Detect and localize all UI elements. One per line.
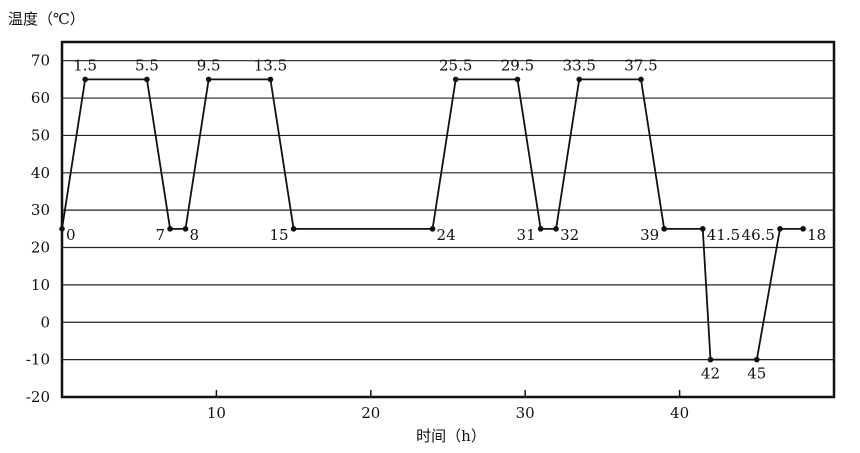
point-label: 7 <box>156 226 166 244</box>
data-point <box>754 356 760 363</box>
y-tick-label: 50 <box>31 126 50 144</box>
data-point <box>661 226 667 232</box>
data-points <box>59 76 806 363</box>
point-label: 29.5 <box>501 56 534 74</box>
data-point <box>576 76 583 83</box>
series-polyline <box>61 78 804 361</box>
point-label: 39 <box>640 226 659 244</box>
point-label: 31 <box>517 226 536 244</box>
point-label: 0 <box>66 226 76 244</box>
data-point <box>290 226 297 232</box>
data-point <box>537 226 544 232</box>
point-label: 9.5 <box>197 56 221 74</box>
y-tick-label: -10 <box>26 351 50 369</box>
point-labels: 0 1.5 5.5 7 8 9.5 13.5 15 24 25.5 29.5 31 32 33.5 37.5… <box>66 56 826 382</box>
series-line <box>61 78 804 361</box>
data-point <box>800 226 806 232</box>
x-tick-label: 30 <box>516 404 535 422</box>
point-label: 32 <box>560 226 579 244</box>
point-label: 18 <box>807 226 826 244</box>
x-tick-label: 10 <box>207 404 226 422</box>
data-point <box>707 356 714 363</box>
point-label: 24 <box>437 226 456 244</box>
point-label: 33.5 <box>563 56 596 74</box>
y-tick-label: 70 <box>31 52 50 70</box>
point-label: 15 <box>270 226 289 244</box>
point-label: 37.5 <box>624 56 657 74</box>
y-tick-label: 30 <box>31 201 50 219</box>
x-tick-label: 20 <box>361 404 380 422</box>
data-point <box>638 76 644 83</box>
data-point <box>144 76 150 83</box>
data-point <box>699 226 706 232</box>
x-tick-label: 40 <box>670 404 689 422</box>
y-tick-label: 60 <box>31 89 50 107</box>
x-axis-title: 时间（h） <box>416 427 486 445</box>
y-tick-label: 0 <box>40 313 50 331</box>
data-point <box>82 76 88 83</box>
data-point <box>553 226 559 232</box>
y-tick-label: -20 <box>26 388 50 406</box>
y-axis-title: 温度（℃） <box>8 10 85 28</box>
data-point <box>452 76 459 83</box>
plot-frame <box>60 40 836 399</box>
gridlines <box>62 60 834 361</box>
point-label: 45 <box>747 365 766 383</box>
point-label: 5.5 <box>135 56 159 74</box>
data-point <box>514 76 521 83</box>
data-point <box>429 226 436 232</box>
data-point <box>205 76 212 83</box>
point-label: 8 <box>190 226 200 244</box>
y-tick-label: 40 <box>31 164 50 182</box>
point-label: 46.5 <box>742 226 775 244</box>
data-point <box>167 226 173 232</box>
point-label: 41.5 <box>707 226 740 244</box>
point-label: 42 <box>701 365 720 383</box>
data-point <box>777 226 783 232</box>
point-label: 1.5 <box>73 56 97 74</box>
y-tick-label: 10 <box>31 276 50 294</box>
point-label: 13.5 <box>254 56 287 74</box>
point-label: 25.5 <box>439 56 472 74</box>
data-point <box>267 76 274 83</box>
y-tick-label: 20 <box>31 239 50 257</box>
data-point <box>182 226 189 232</box>
